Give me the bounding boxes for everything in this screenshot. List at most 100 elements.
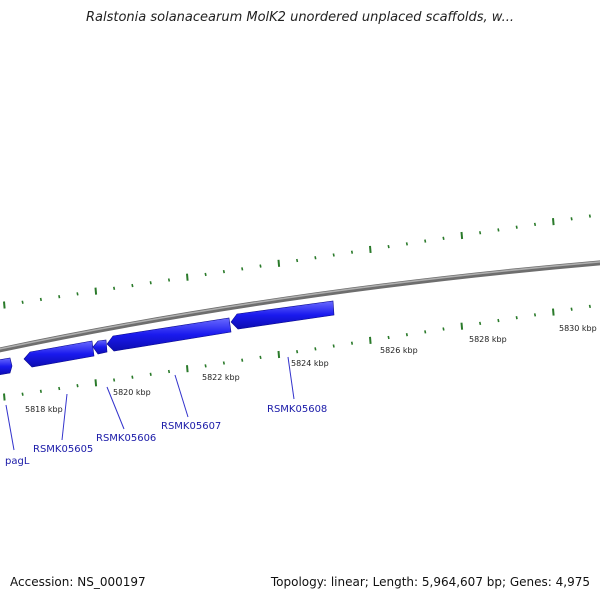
bottom-row-tick [131, 375, 134, 379]
gene-pagL[interactable] [0, 357, 13, 375]
top-row-tick [369, 245, 372, 253]
bottom-row-tick [497, 318, 500, 323]
top-row-tick [222, 269, 225, 274]
gene-label-RSMK05605[interactable]: RSMK05605 [33, 444, 93, 455]
top-row-tick [552, 218, 555, 226]
bottom-row-tick [570, 307, 573, 311]
bottom-row-tick [479, 321, 482, 326]
top-row-tick [76, 292, 79, 296]
bottom-row-tick [460, 322, 464, 330]
top-row-tick [21, 300, 24, 304]
bottom-row-tick [58, 386, 61, 391]
bottom-row-tick [314, 347, 317, 351]
bottom-row-tick [94, 379, 98, 387]
bottom-row-tick [204, 364, 207, 368]
bottom-row-tick [259, 355, 262, 360]
scale-label-5826: 5826 kbp [380, 346, 418, 355]
leader-line-RSMK05608 [287, 356, 295, 400]
top-row-tick [204, 272, 207, 277]
bottom-row-tick [186, 365, 189, 373]
top-row-tick [497, 228, 500, 232]
bottom-row-tick [21, 392, 24, 396]
gene-RSMK05607[interactable] [106, 317, 232, 352]
bottom-row-tick [369, 336, 372, 344]
gene-label-RSMK05608[interactable]: RSMK05608 [267, 404, 327, 415]
top-row-tick [570, 217, 573, 221]
leader-line-RSMK05605 [61, 393, 68, 441]
top-row-tick [479, 231, 482, 235]
gene-label-lines [5, 356, 295, 451]
top-row-tick [94, 287, 98, 295]
top-row-tick [442, 236, 445, 240]
leader-line-RSMK05606 [106, 386, 125, 430]
gene-RSMK05608[interactable] [230, 300, 335, 330]
scale-label-5824: 5824 kbp [291, 359, 329, 368]
top-row-tick [424, 239, 427, 243]
top-row-tick [167, 278, 171, 282]
top-row-tick [332, 253, 335, 257]
bottom-row-tick [424, 330, 427, 334]
bottom-row-tick [588, 304, 591, 309]
bottom-row-tick [3, 393, 6, 401]
top-row-tick [241, 267, 244, 271]
top-row-tick [113, 286, 116, 290]
accession-text: Accession: NS_000197 [10, 575, 146, 589]
bottom-row-tick [296, 350, 299, 354]
top-row-tick [39, 297, 42, 302]
bottom-row-tick [533, 313, 537, 317]
scale-label-5830: 5830 kbp [559, 324, 597, 333]
top-row-tick [405, 242, 408, 246]
gene-labels: pagL RSMK05605 RSMK05606 RSMK05607 RSMK0… [5, 404, 327, 467]
gene-label-RSMK05606[interactable]: RSMK05606 [96, 433, 156, 444]
top-row-tick [387, 244, 390, 249]
top-row-tick [259, 264, 262, 268]
top-row-tick [3, 301, 6, 309]
bottom-row-tick [387, 335, 390, 340]
gene-RSMK05606[interactable] [92, 339, 108, 355]
top-row-tick [58, 295, 61, 299]
bottom-row-tick [222, 361, 225, 365]
leader-line-pagL [5, 404, 15, 451]
top-row-tick [314, 256, 317, 260]
bottom-row-tick [277, 350, 281, 359]
scale-labels: 5818 kbp 5820 kbp 5822 kbp 5824 kbp 5826… [25, 324, 597, 414]
top-row-tick [296, 258, 299, 263]
gene-track [0, 300, 335, 375]
gene-RSMK05605[interactable] [23, 340, 95, 368]
bottom-row-tick [167, 369, 171, 374]
scale-label-5822: 5822 kbp [202, 373, 240, 382]
scale-label-5820: 5820 kbp [113, 388, 151, 397]
gene-label-pagL[interactable]: pagL [5, 456, 30, 467]
tick-row-bottom [3, 304, 591, 401]
top-row-tick [515, 225, 518, 229]
bottom-row-tick [113, 378, 116, 382]
bottom-row-tick [350, 341, 354, 345]
bottom-row-tick [332, 344, 335, 348]
top-row-tick [149, 281, 152, 285]
bottom-row-tick [442, 327, 445, 331]
bottom-row-tick [149, 372, 152, 376]
top-row-tick [460, 231, 464, 240]
top-row-tick [588, 214, 591, 218]
scale-label-5818: 5818 kbp [25, 405, 63, 414]
bottom-row-tick [552, 308, 555, 316]
scale-label-5828: 5828 kbp [469, 335, 507, 344]
top-row-tick [350, 250, 354, 254]
bottom-row-tick [241, 358, 244, 362]
map-title: Ralstonia solanacearum MolK2 unordered u… [85, 10, 514, 25]
gene-label-RSMK05607[interactable]: RSMK05607 [161, 421, 221, 432]
top-row-tick [186, 273, 189, 281]
bottom-row-tick [405, 333, 408, 337]
leader-line-RSMK05607 [174, 374, 189, 418]
top-row-tick [131, 283, 134, 288]
bottom-row-tick [515, 316, 518, 320]
chromosome-backbone [0, 260, 600, 353]
top-row-tick [277, 259, 281, 267]
chromosome-backbone-highlight [0, 261, 600, 350]
bottom-row-tick [76, 384, 79, 388]
top-row-tick [533, 222, 537, 227]
tick-row-top [3, 214, 591, 309]
bottom-row-tick [39, 389, 42, 393]
topology-stats-text: Topology: linear; Length: 5,964,607 bp; … [270, 575, 590, 589]
